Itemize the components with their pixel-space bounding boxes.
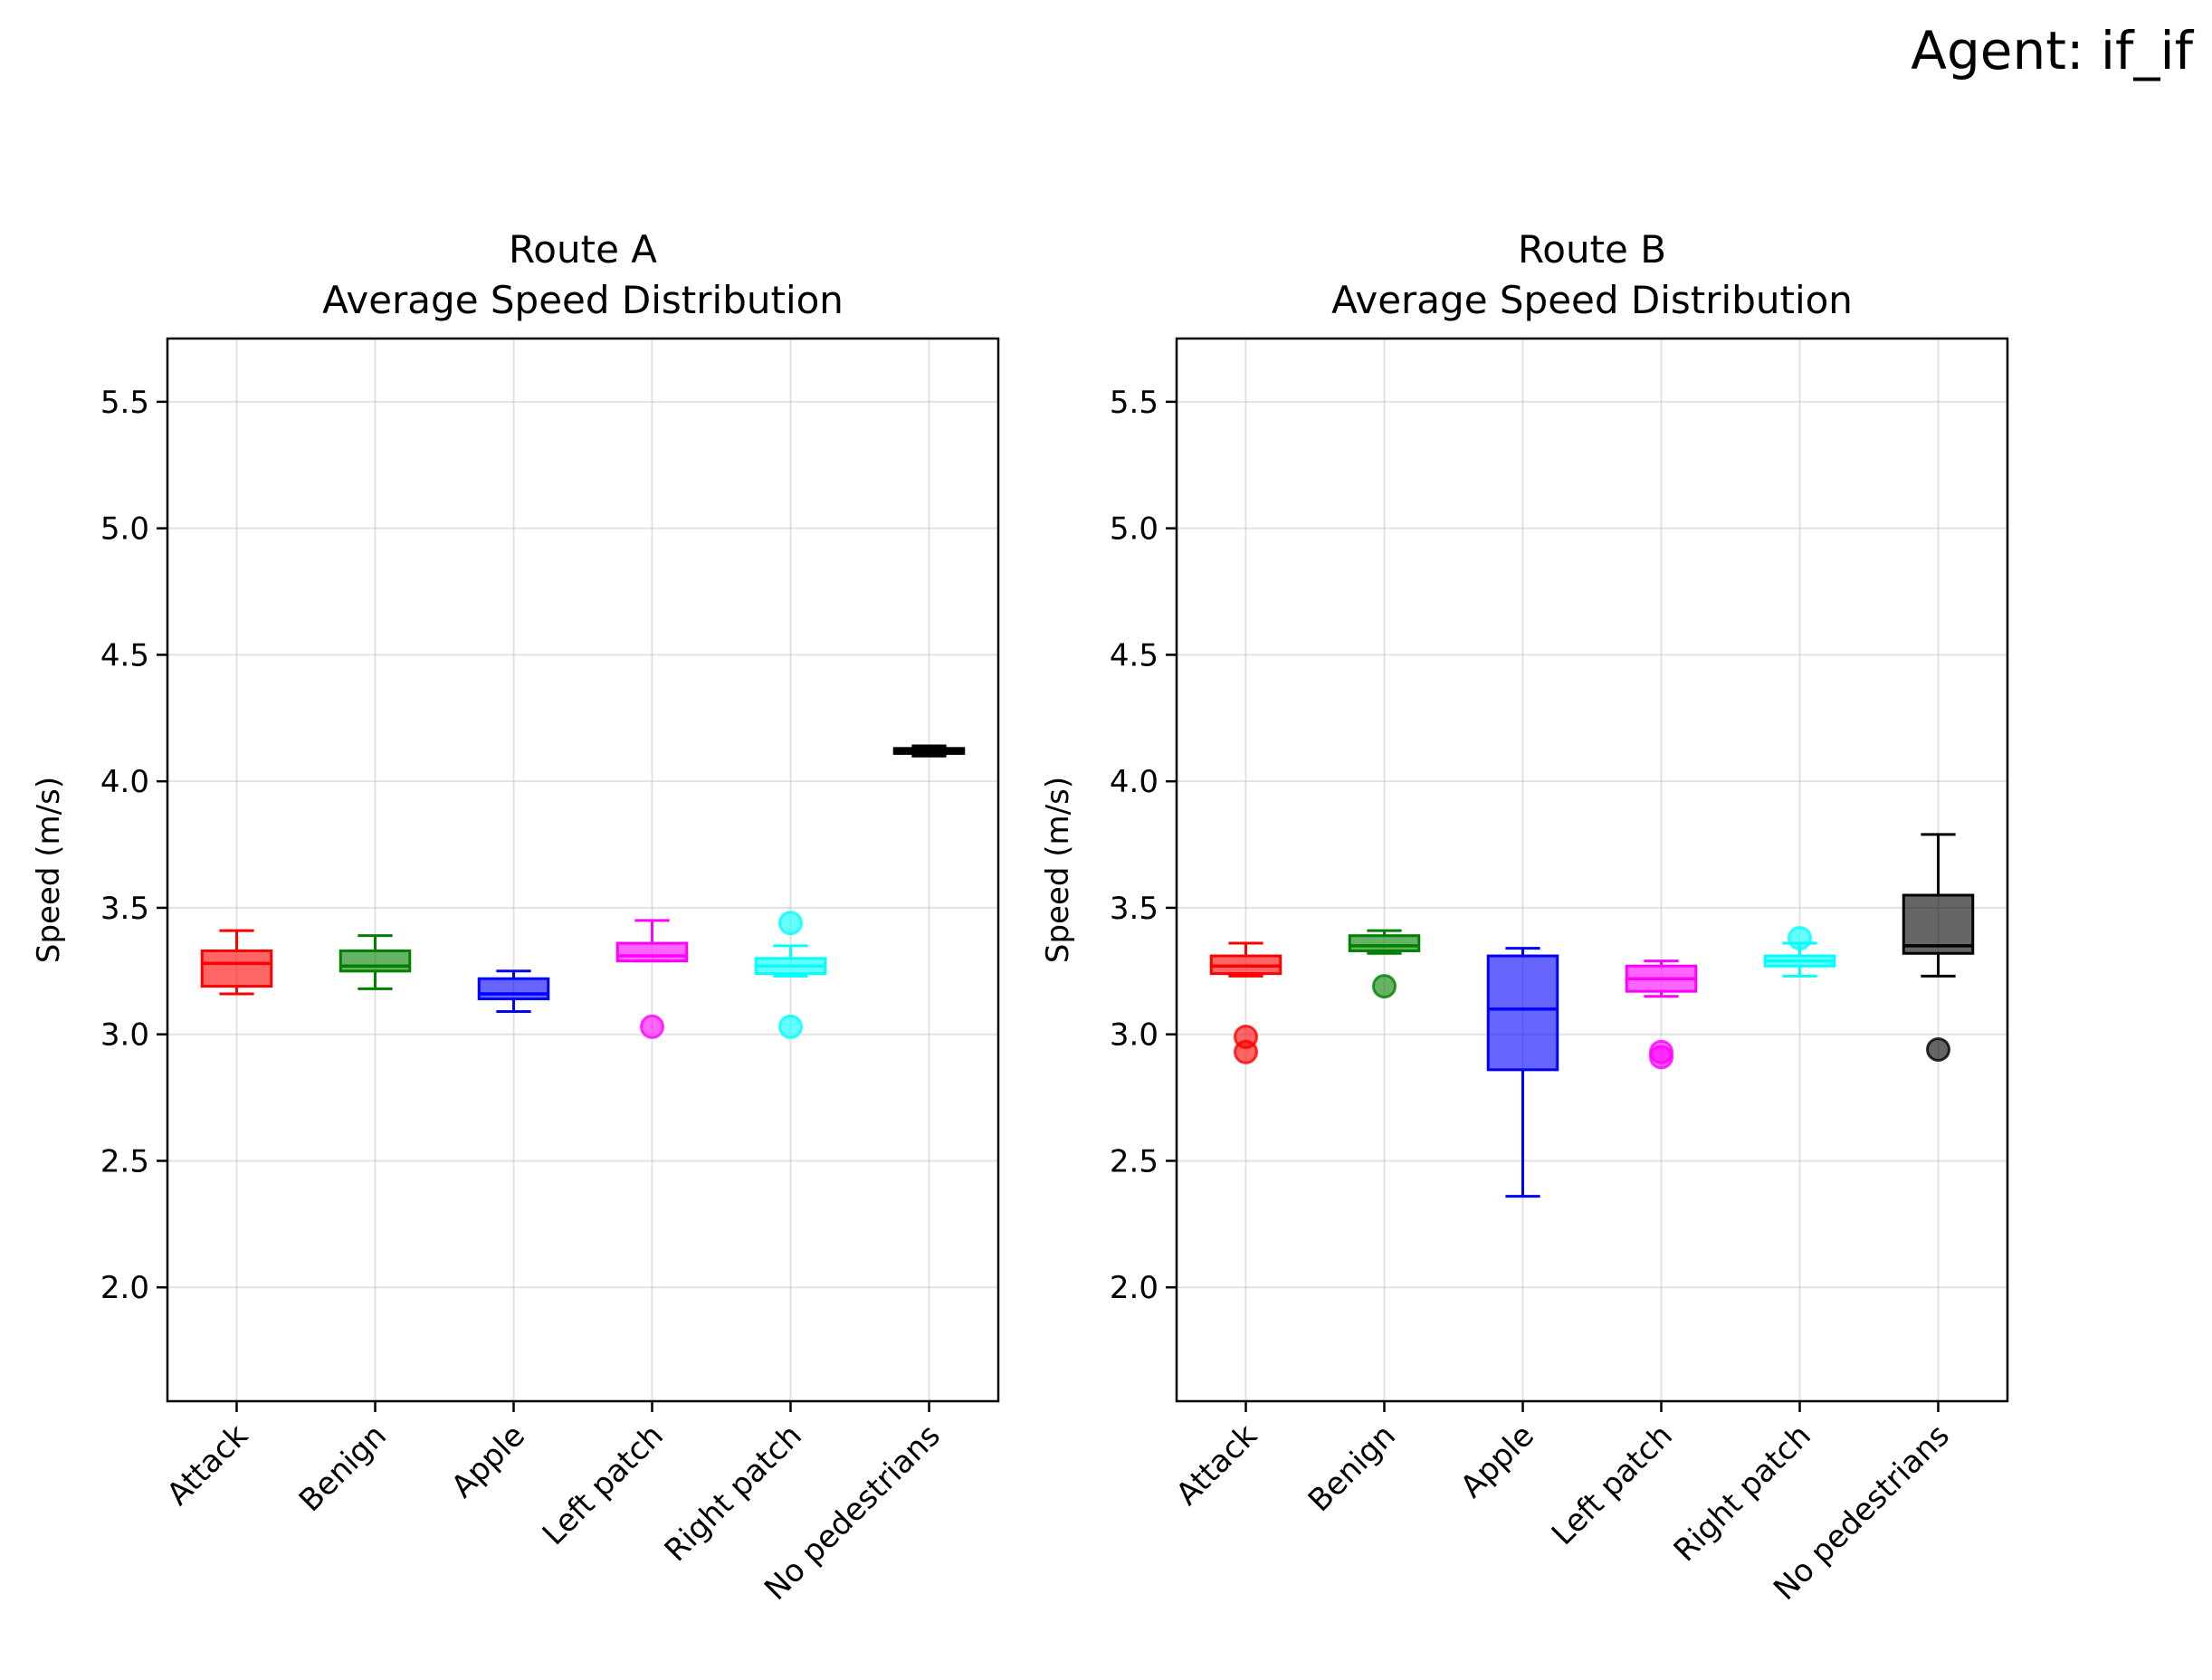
route-b-ytick-label: 3.5 bbox=[1110, 891, 1158, 927]
route-a-axes-frame bbox=[166, 337, 1000, 1403]
route-b-flier-attack bbox=[1234, 1024, 1258, 1049]
route-a-box-attack bbox=[200, 949, 273, 988]
route-a-flier-right-patch bbox=[778, 911, 803, 936]
route-a-flier-right-patch bbox=[778, 1014, 803, 1039]
route-a-ytick-label: 5.5 bbox=[100, 385, 149, 421]
route-b-flier-benign bbox=[1372, 974, 1397, 999]
route-a-ytick-label: 3.5 bbox=[100, 891, 149, 927]
route-a-ytick-label: 3.0 bbox=[100, 1017, 149, 1054]
route-a-ylabel: Speed (m/s) bbox=[31, 777, 67, 963]
route-a-ytick-label: 4.0 bbox=[100, 764, 149, 800]
route-a-box-apple bbox=[477, 977, 550, 1001]
route-a-flier-left-patch bbox=[640, 1014, 664, 1039]
route-b-title-line: Route B bbox=[1518, 227, 1666, 272]
route-a-title-line: Route A bbox=[509, 227, 657, 272]
route-b-ytick-label: 5.0 bbox=[1110, 511, 1158, 548]
route-b-ytick-label: 4.0 bbox=[1110, 764, 1158, 800]
route-b-ytick-label: 2.0 bbox=[1110, 1270, 1158, 1306]
route-a-ytick-label: 5.0 bbox=[100, 511, 149, 548]
route-b-ytick-label: 2.5 bbox=[1110, 1143, 1158, 1179]
route-b-ylabel: Speed (m/s) bbox=[1040, 777, 1076, 963]
route-b-flier-left-patch bbox=[1649, 1039, 1673, 1064]
route-b-box-benign bbox=[1348, 934, 1421, 952]
route-a-ytick-label: 2.5 bbox=[100, 1143, 149, 1179]
route-b-title-line: Average Speed Distribution bbox=[1331, 278, 1853, 322]
route-b-box-no-pedestrians bbox=[1902, 893, 1975, 955]
route-a-title-line: Average Speed Distribution bbox=[322, 278, 844, 322]
route-a-ytick-label: 2.0 bbox=[100, 1270, 149, 1306]
route-b-flier-no-pedestrians bbox=[1926, 1036, 1950, 1062]
route-a-ytick-label: 4.5 bbox=[100, 637, 149, 673]
route-b-ytick-label: 5.5 bbox=[1110, 385, 1158, 421]
route-b-ytick-label: 3.0 bbox=[1110, 1017, 1158, 1054]
route-b-axes-frame bbox=[1175, 337, 2009, 1403]
route-b-flier-right-patch bbox=[1788, 925, 1812, 950]
route-b-ytick-label: 4.5 bbox=[1110, 637, 1158, 673]
route-a-box-left-patch bbox=[615, 941, 689, 963]
figure-suptitle: Agent: if_if bbox=[1911, 20, 2194, 81]
route-b-box-apple bbox=[1486, 954, 1559, 1072]
route-a-box-benign bbox=[338, 949, 412, 973]
